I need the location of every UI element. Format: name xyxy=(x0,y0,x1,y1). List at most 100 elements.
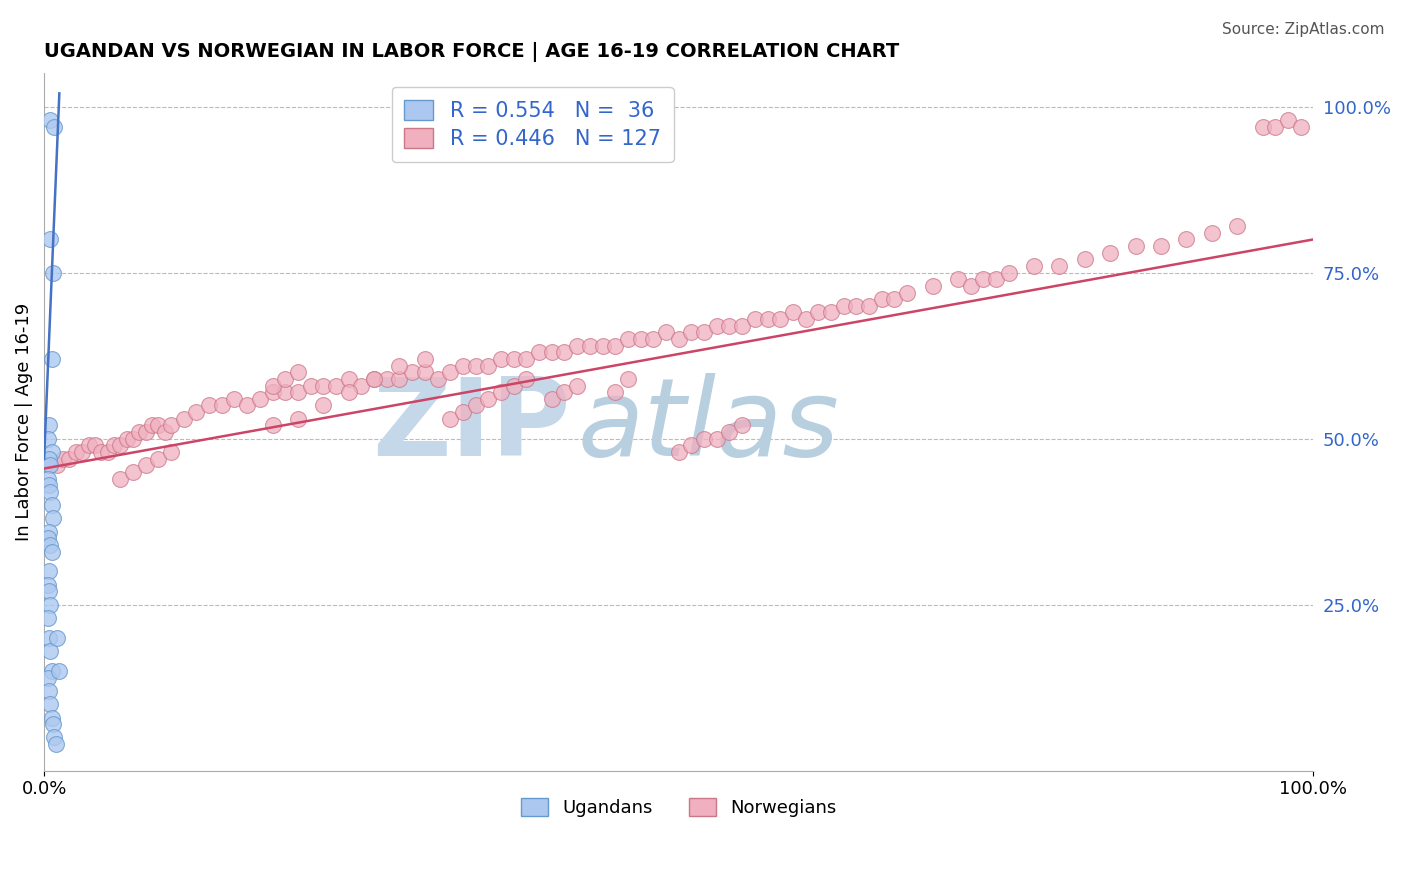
Point xyxy=(337,372,360,386)
Point xyxy=(42,511,65,525)
Point xyxy=(375,372,398,386)
Text: Source: ZipAtlas.com: Source: ZipAtlas.com xyxy=(1222,22,1385,37)
Point xyxy=(274,385,297,400)
Point xyxy=(426,372,449,386)
Point xyxy=(41,498,63,512)
Point xyxy=(1049,259,1071,273)
Point xyxy=(287,411,309,425)
Point xyxy=(38,631,60,645)
Point xyxy=(439,365,461,379)
Point xyxy=(41,351,63,366)
Point xyxy=(1150,239,1173,253)
Point xyxy=(782,305,804,319)
Point xyxy=(553,385,575,400)
Point xyxy=(211,399,233,413)
Point xyxy=(451,359,474,373)
Point xyxy=(38,565,60,579)
Point xyxy=(959,279,981,293)
Point xyxy=(37,432,59,446)
Point xyxy=(198,399,221,413)
Point xyxy=(224,392,246,406)
Point xyxy=(41,710,63,724)
Point xyxy=(1289,120,1312,134)
Point xyxy=(527,345,550,359)
Point xyxy=(617,332,640,346)
Point xyxy=(39,484,62,499)
Point xyxy=(58,451,80,466)
Point xyxy=(83,438,105,452)
Point xyxy=(921,279,943,293)
Point xyxy=(39,112,62,127)
Point xyxy=(464,399,486,413)
Point xyxy=(401,365,423,379)
Point xyxy=(45,458,67,473)
Point xyxy=(1226,219,1249,234)
Point xyxy=(90,445,112,459)
Point xyxy=(236,399,259,413)
Point xyxy=(363,372,385,386)
Point xyxy=(128,425,150,439)
Point xyxy=(681,438,703,452)
Point xyxy=(38,418,60,433)
Point xyxy=(1201,226,1223,240)
Point xyxy=(41,445,63,459)
Point xyxy=(718,318,741,333)
Point xyxy=(39,598,62,612)
Point xyxy=(39,458,62,473)
Point xyxy=(820,305,842,319)
Point xyxy=(1125,239,1147,253)
Point xyxy=(44,731,66,745)
Point xyxy=(41,664,63,678)
Point xyxy=(110,471,132,485)
Point xyxy=(643,332,665,346)
Point xyxy=(186,405,208,419)
Point xyxy=(489,385,512,400)
Point xyxy=(97,445,120,459)
Point xyxy=(515,351,537,366)
Point xyxy=(807,305,830,319)
Point xyxy=(617,372,640,386)
Point xyxy=(122,432,145,446)
Point xyxy=(693,326,716,340)
Point xyxy=(38,584,60,599)
Point xyxy=(37,578,59,592)
Point xyxy=(350,378,373,392)
Point xyxy=(464,359,486,373)
Point xyxy=(52,451,75,466)
Point xyxy=(540,345,562,359)
Point xyxy=(579,339,602,353)
Point xyxy=(451,405,474,419)
Point xyxy=(1099,245,1122,260)
Point xyxy=(540,392,562,406)
Point xyxy=(41,544,63,558)
Point xyxy=(489,351,512,366)
Point xyxy=(299,378,322,392)
Point xyxy=(388,359,411,373)
Point xyxy=(37,671,59,685)
Point xyxy=(769,312,792,326)
Point xyxy=(65,445,87,459)
Point xyxy=(592,339,614,353)
Point xyxy=(756,312,779,326)
Point xyxy=(103,438,125,452)
Point xyxy=(45,631,67,645)
Point xyxy=(731,318,754,333)
Point xyxy=(325,378,347,392)
Point xyxy=(44,120,66,134)
Point xyxy=(42,266,65,280)
Point xyxy=(668,332,690,346)
Point xyxy=(38,451,60,466)
Point xyxy=(1264,120,1286,134)
Point xyxy=(794,312,817,326)
Point xyxy=(565,378,588,392)
Point xyxy=(115,432,138,446)
Point xyxy=(44,737,66,751)
Point xyxy=(832,299,855,313)
Point xyxy=(312,399,335,413)
Point xyxy=(693,432,716,446)
Point xyxy=(160,418,183,433)
Point xyxy=(141,418,163,433)
Point xyxy=(274,372,297,386)
Point xyxy=(655,326,678,340)
Point xyxy=(39,698,62,712)
